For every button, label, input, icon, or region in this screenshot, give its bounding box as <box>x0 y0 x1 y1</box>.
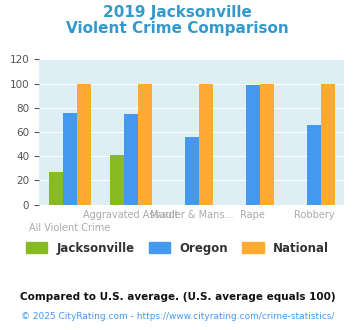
Text: © 2025 CityRating.com - https://www.cityrating.com/crime-statistics/: © 2025 CityRating.com - https://www.city… <box>21 312 334 321</box>
Bar <box>62 113 77 205</box>
Bar <box>260 83 274 205</box>
Bar <box>307 125 321 205</box>
Bar <box>246 85 260 205</box>
Text: Aggravated Assault: Aggravated Assault <box>83 210 179 219</box>
Bar <box>110 155 124 205</box>
Text: Murder & Mans...: Murder & Mans... <box>150 210 234 219</box>
Text: Compared to U.S. average. (U.S. average equals 100): Compared to U.S. average. (U.S. average … <box>20 292 335 302</box>
Text: Rape: Rape <box>240 210 265 219</box>
Text: 2019 Jacksonville: 2019 Jacksonville <box>103 5 252 20</box>
Text: Robbery: Robbery <box>294 210 334 219</box>
Bar <box>138 83 152 205</box>
Text: All Violent Crime: All Violent Crime <box>29 223 110 233</box>
Bar <box>124 114 138 205</box>
Legend: Jacksonville, Oregon, National: Jacksonville, Oregon, National <box>21 237 334 259</box>
Bar <box>49 172 62 205</box>
Bar <box>199 83 213 205</box>
Bar <box>321 83 335 205</box>
Text: Violent Crime Comparison: Violent Crime Comparison <box>66 21 289 36</box>
Bar <box>77 83 91 205</box>
Bar <box>185 137 199 205</box>
